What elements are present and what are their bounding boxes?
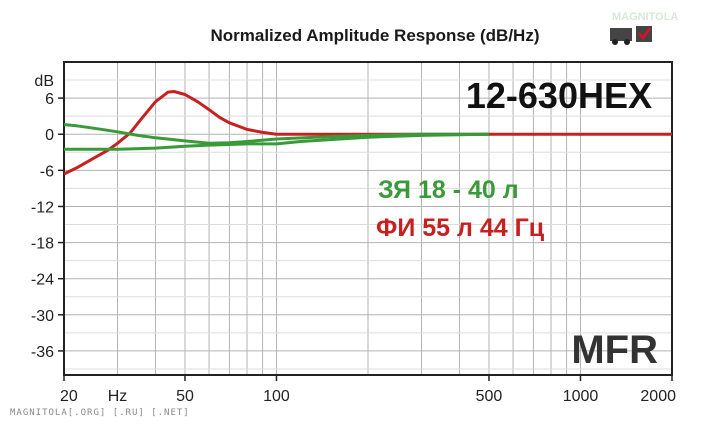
logo-text: MAGNITOLA [612,11,678,23]
series-line-0 [63,90,672,176]
y-tick-label: 6 [45,91,54,108]
x-tick-label: 50 [176,388,194,405]
chart-title: Normalized Amplitude Response (dB/Hz) [210,26,540,45]
legend-bass-reflex: ФИ 55 л 44 Гц [376,214,545,242]
y-tick-label: -30 [31,308,54,325]
y-tick-label: -24 [31,272,54,289]
plot-frame [63,61,673,376]
model-label: 12-630HEX [466,75,652,116]
brand-label: MFR [571,328,658,372]
y-tick-label: -12 [31,199,54,216]
check-icon [638,27,652,41]
wheel-icon [624,39,630,45]
x-tick-label: 500 [476,388,503,405]
tick-labels: 6 0 -6 -12 -18 -24 -30 -36 dB 20 50 100 500 1000 2000 H… [31,73,676,405]
car-icon [610,28,632,41]
y-tick-label: 0 [45,127,54,144]
series [63,90,672,176]
series-line-2 [64,132,490,151]
y-axis-label: dB [34,73,54,90]
x-axis-label: Hz [108,388,128,405]
y-tick-label: -18 [31,236,54,253]
axes [58,61,673,381]
magnitola-logo: MAGNITOLA [610,11,678,45]
legend-sealed-box: ЗЯ 18 - 40 л [378,176,519,204]
x-tick-label: 2000 [640,388,676,405]
x-tick-label: 100 [263,388,290,405]
grid [64,62,672,375]
y-tick-label: -6 [40,163,54,180]
watermark-footer: MAGNITOLA[.ORG] [.RU] [.NET] [10,408,190,418]
x-tick-label: 1000 [563,388,599,405]
x-tick-label: 20 [60,388,78,405]
series-line-1 [63,123,489,145]
wheel-icon [612,39,618,45]
y-tick-label: -36 [31,344,54,361]
